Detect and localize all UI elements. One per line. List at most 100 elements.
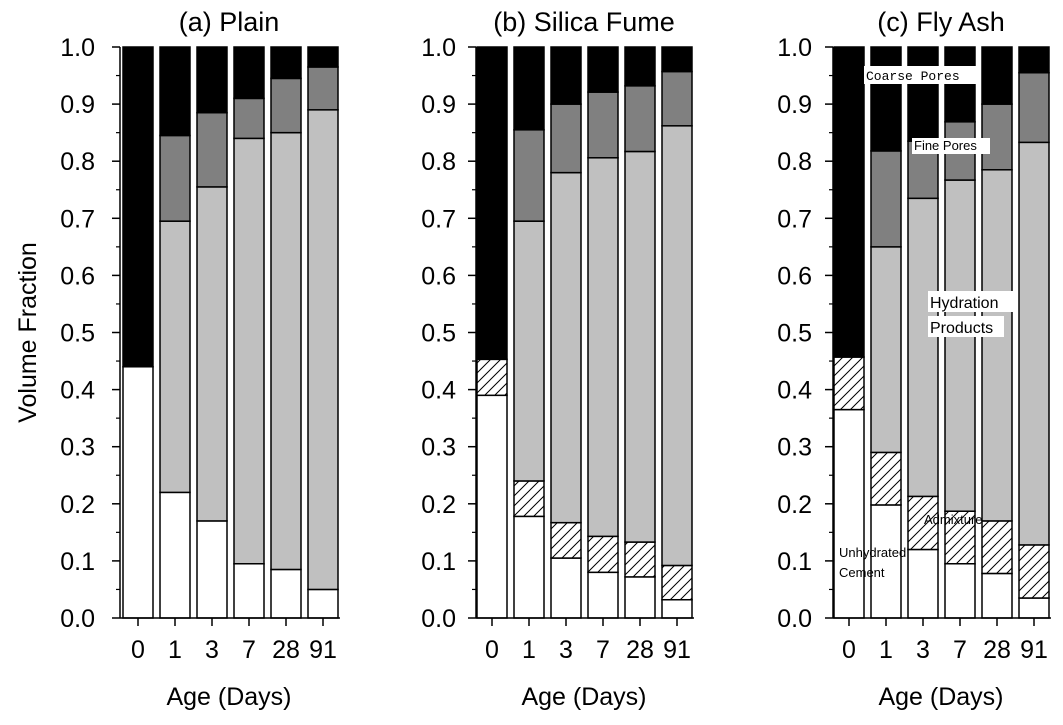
annotation-label: Hydration <box>930 295 998 312</box>
bar-segment-coarse <box>122 46 154 368</box>
bar-segment-hydration <box>513 220 545 482</box>
bar-segment-unhydrated <box>307 588 339 619</box>
bar-segment-unhydrated <box>870 504 902 619</box>
bar-segment-fine <box>159 134 191 222</box>
bar-segment-coarse <box>307 46 339 68</box>
y-tick-label: 0.4 <box>421 377 456 405</box>
bar-segment-unhydrated <box>476 394 508 619</box>
bar-segment-fine <box>307 66 339 111</box>
x-tick-label: 1 <box>168 636 182 664</box>
chart-panel-1: (a) Plain 0 1 3 7 28 91 0.0 0.1 0.2 0.3 0.4 0.5 0.6 0.… <box>14 7 340 711</box>
x-tick-label: 3 <box>916 636 930 664</box>
x-tick-label: 3 <box>559 636 573 664</box>
y-tick-label: 0.3 <box>60 434 95 462</box>
bar-segment-coarse <box>159 46 191 137</box>
bar-segment-coarse <box>587 46 619 93</box>
bar-segment-coarse <box>624 46 656 87</box>
bar-segment-unhydrated <box>981 572 1013 619</box>
y-tick-label: 0.2 <box>421 491 456 519</box>
bar-segment-coarse <box>981 46 1013 105</box>
bar-segment-unhydrated <box>661 598 693 619</box>
bar-segment-unhydrated <box>513 515 545 619</box>
bar-segment-coarse <box>270 46 302 80</box>
y-tick-label: 0.9 <box>421 91 456 119</box>
y-tick-label: 0.3 <box>421 434 456 462</box>
y-tick-label: 0.3 <box>777 434 812 462</box>
annotation-background <box>928 291 1014 312</box>
annotation-label: Unhydrated <box>839 545 906 560</box>
annotation-label: Fine Pores <box>914 138 977 153</box>
y-tick-label: 0.7 <box>60 205 95 233</box>
y-axis-label: Volume Fraction <box>14 242 42 423</box>
chart-panel-3: (c) Fly Ash 0 1 3 7 28 91 0.0 0.1 0.2 0.3 0.4 0.5 0.6… <box>777 7 1051 711</box>
x-tick-label: 28 <box>983 636 1011 664</box>
bar-segment-unhydrated <box>550 557 582 619</box>
bar-segment-hydration <box>981 169 1013 522</box>
bar-segment-admixture <box>981 520 1013 575</box>
bar-segment-coarse <box>1018 46 1050 74</box>
y-tick-label: 0.8 <box>60 148 95 176</box>
x-axis-label: Age (Days) <box>878 683 1003 711</box>
y-tick-label: 0.6 <box>777 262 812 290</box>
y-tick-label: 0.4 <box>777 377 812 405</box>
y-tick-label: 0.8 <box>777 148 812 176</box>
bar-segment-unhydrated <box>587 571 619 619</box>
bar-segment-hydration <box>624 150 656 543</box>
chart-title: (c) Fly Ash <box>877 7 1005 37</box>
bar-segment-admixture <box>661 564 693 601</box>
bar-segment-coarse <box>476 46 508 361</box>
bar-segment-hydration <box>870 246 902 454</box>
bar-segment-coarse <box>870 46 902 152</box>
y-tick-label: 0.0 <box>60 605 95 633</box>
y-tick-label: 0.0 <box>421 605 456 633</box>
bar-segment-hydration <box>159 220 191 494</box>
bar-segment-unhydrated <box>944 563 976 619</box>
x-tick-label: 28 <box>626 636 654 664</box>
chart-title: (a) Plain <box>179 7 280 37</box>
bar-segment-hydration <box>944 179 976 512</box>
bar-segment-hydration <box>661 125 693 567</box>
bar-segment-admixture <box>624 541 656 578</box>
y-tick-label: 0.1 <box>60 548 95 576</box>
y-tick-label: 0.2 <box>777 491 812 519</box>
x-tick-label: 0 <box>842 636 856 664</box>
bar-segment-fine <box>1018 71 1050 144</box>
bar-segment-unhydrated <box>1018 597 1050 619</box>
bar-segment-unhydrated <box>196 520 228 619</box>
bar-segment-coarse <box>661 46 693 73</box>
bar-segment-admixture <box>944 510 976 565</box>
bar-segment-hydration <box>550 171 582 524</box>
annotation-label: Coarse Pores <box>866 69 960 84</box>
bar-segment-hydration <box>196 186 228 522</box>
y-tick-label: 0.7 <box>421 205 456 233</box>
annotation-label: Admixture <box>924 512 983 527</box>
y-tick-label: 0.9 <box>777 91 812 119</box>
bar-segment-fine <box>587 91 619 159</box>
y-tick-label: 1.0 <box>421 34 456 62</box>
y-tick-label: 0.1 <box>421 548 456 576</box>
bar-segment-coarse <box>833 46 865 358</box>
y-tick-label: 0.4 <box>60 377 95 405</box>
bar-segment-fine <box>513 129 545 222</box>
bar-segment-hydration <box>907 197 939 498</box>
bar-segment-coarse <box>233 46 265 100</box>
x-tick-label: 91 <box>1020 636 1048 664</box>
x-tick-label: 0 <box>485 636 499 664</box>
bar-segment-unhydrated <box>122 366 154 619</box>
bar-segment-unhydrated <box>624 576 656 619</box>
bar-segment-unhydrated <box>159 491 191 619</box>
bar-segment-coarse <box>196 46 228 114</box>
y-tick-label: 1.0 <box>777 34 812 62</box>
bar-segment-coarse <box>907 46 939 142</box>
bar-segment-hydration <box>1018 141 1050 546</box>
bar-segment-hydration <box>233 137 265 565</box>
x-axis-label: Age (Days) <box>166 683 291 711</box>
y-tick-label: 0.5 <box>60 320 95 348</box>
x-tick-label: 7 <box>242 636 256 664</box>
bar-segment-coarse <box>550 46 582 105</box>
bar-segment-hydration <box>587 157 619 538</box>
x-tick-label: 91 <box>309 636 337 664</box>
bar-segment-fine <box>981 103 1013 171</box>
